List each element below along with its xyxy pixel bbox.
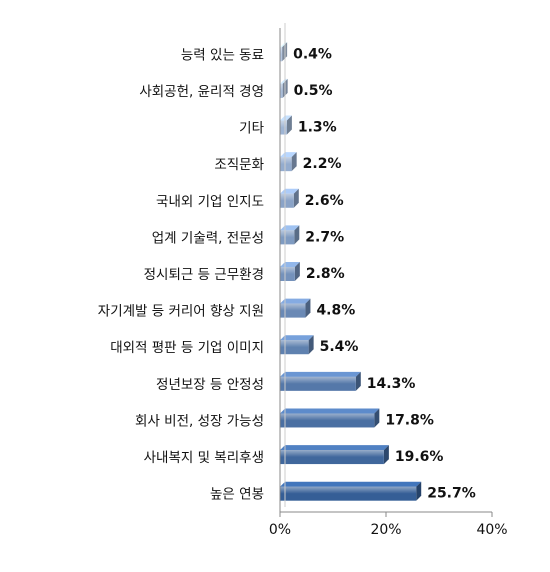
bar-top-face xyxy=(280,78,288,84)
category-label: 사회공헌, 윤리적 경영 xyxy=(139,84,264,100)
category-label: 회사 비전, 성장 가능성 xyxy=(135,413,264,429)
data-label: 14.3% xyxy=(367,376,416,392)
bar-top-face xyxy=(280,408,380,414)
data-label: 5.4% xyxy=(320,339,359,355)
bar xyxy=(280,481,422,501)
x-tick-label: 20% xyxy=(370,522,401,538)
bar-side-face xyxy=(294,262,300,281)
bar-highlight xyxy=(280,340,309,348)
category-label: 사내복지 및 복리후생 xyxy=(144,450,264,466)
bar xyxy=(280,298,311,318)
category-label: 정시퇴근 등 근무환경 xyxy=(144,267,264,283)
bar-side-face xyxy=(308,335,314,355)
category-label: 능력 있는 동료 xyxy=(181,47,264,63)
x-tick-label: 0% xyxy=(269,522,291,538)
bar xyxy=(280,262,300,281)
category-label: 기타 xyxy=(239,121,264,137)
bar-side-face xyxy=(355,371,361,391)
category-label: 정년보장 등 안정성 xyxy=(156,377,264,393)
data-label: 2.2% xyxy=(303,156,342,172)
bar-highlight xyxy=(280,486,417,494)
x-axis: 0% 20% 40% xyxy=(269,23,508,538)
category-label: 업계 기술력, 전문성 xyxy=(152,230,264,246)
category-label: 대외적 평판 등 기업 이미지 xyxy=(110,340,264,356)
bar-top-face xyxy=(280,152,297,158)
bar xyxy=(280,188,299,208)
bar xyxy=(280,152,297,172)
category-label: 자기계발 등 커리어 향상 지원 xyxy=(98,304,264,320)
bar-side-face xyxy=(286,115,292,135)
bar-top-face xyxy=(280,481,422,487)
bar xyxy=(280,78,288,98)
category-label: 높은 연봉 xyxy=(210,487,264,503)
data-label: 2.7% xyxy=(305,229,344,245)
data-label: 2.6% xyxy=(305,193,344,209)
bars-group xyxy=(280,42,422,501)
bar-side-face xyxy=(305,298,311,318)
bar-highlight xyxy=(280,157,292,165)
bar-side-face xyxy=(293,188,299,208)
bar xyxy=(280,408,380,428)
data-label: 17.8% xyxy=(385,412,434,428)
bar-side-face xyxy=(291,152,297,172)
bar-highlight xyxy=(280,47,283,55)
bar-highlight xyxy=(280,120,287,128)
bar-highlight xyxy=(280,413,375,421)
bar-highlight xyxy=(280,267,295,274)
bar-side-face xyxy=(416,481,422,501)
bar-highlight xyxy=(280,83,283,91)
data-label: 2.8% xyxy=(306,266,345,282)
data-label: 0.4% xyxy=(293,46,332,62)
bar xyxy=(280,371,361,391)
data-labels: 0.4% 0.5% 1.3% 2.2% 2.6% 2.7% 2.8% 4.8% 5.4% 14.3… xyxy=(293,46,476,501)
data-label: 4.8% xyxy=(316,303,355,319)
category-label: 조직문화 xyxy=(214,157,264,173)
data-label: 0.5% xyxy=(294,83,333,99)
category-label: 국내외 기업 인지도 xyxy=(156,194,264,210)
bar-highlight xyxy=(280,193,294,201)
bar-side-face xyxy=(383,445,389,465)
bar xyxy=(280,42,288,62)
bar-top-face xyxy=(280,445,389,451)
bar-top-face xyxy=(280,115,292,121)
data-label: 1.3% xyxy=(298,120,337,136)
data-label: 25.7% xyxy=(427,486,476,502)
bar-side-face xyxy=(374,408,380,428)
bar xyxy=(280,225,300,245)
bar-highlight xyxy=(280,303,306,311)
bar-highlight xyxy=(280,450,384,458)
data-label: 19.6% xyxy=(395,449,444,465)
bar-top-face xyxy=(280,298,311,304)
bar-highlight xyxy=(280,376,356,384)
bar-highlight xyxy=(280,230,295,238)
bar-side-face xyxy=(294,225,300,245)
bar xyxy=(280,115,292,135)
x-tick-label: 40% xyxy=(476,522,507,538)
bar xyxy=(280,445,389,465)
bar-top-face xyxy=(280,371,361,377)
bar xyxy=(280,335,314,355)
bar-top-face xyxy=(280,335,314,341)
